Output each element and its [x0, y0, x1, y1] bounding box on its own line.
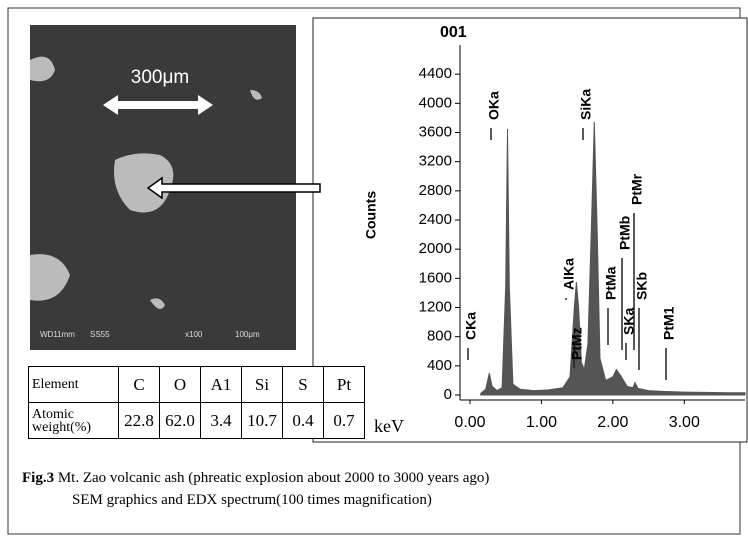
- table-cell: S: [282, 366, 324, 403]
- x-axis-label: keV: [374, 416, 404, 436]
- table-cell: A1: [200, 366, 242, 403]
- y-tick-label: 400: [427, 357, 452, 374]
- peak-label: PtMr: [629, 173, 645, 205]
- sem-footer: SS55: [90, 330, 110, 339]
- table-cell: 0.4: [282, 402, 324, 439]
- x-tick-label: 2.00: [597, 414, 628, 431]
- table-cell: Element: [28, 366, 119, 403]
- table-cell: Pt: [323, 366, 365, 403]
- pointer-arrow: [146, 176, 321, 200]
- peak-label: OKa: [486, 91, 502, 120]
- sem-footer: x100: [185, 330, 203, 339]
- y-tick-label: 0: [444, 386, 452, 403]
- x-tick-label: 0.00: [454, 414, 485, 431]
- table-cell: 3.4: [200, 402, 242, 439]
- chart-title: 001: [440, 24, 467, 41]
- y-tick-label: 1200: [419, 298, 452, 315]
- table-row: Atomic weight(%) 22.8 62.0 3.4 10.7 0.4 0.7: [28, 402, 365, 439]
- sem-footer: 100μm: [235, 330, 260, 339]
- table-cell: O: [159, 366, 201, 403]
- table-cell: 0.7: [323, 402, 365, 439]
- table-row: Element C O A1 Si S Pt: [28, 366, 365, 403]
- y-tick-label: 1600: [419, 269, 452, 286]
- table-cell: 22.8: [118, 402, 160, 439]
- peak-label: PtM1: [661, 306, 677, 340]
- spectrum-area: [480, 121, 746, 396]
- peak-label: SKa: [621, 308, 637, 335]
- x-tick-label: 3.00: [669, 414, 700, 431]
- caption-text: SEM graphics and EDX spectrum(100 times …: [72, 492, 432, 508]
- peak-label: AlKa: [561, 258, 577, 290]
- table-cell: Atomic weight(%): [28, 402, 119, 439]
- table-cell: 62.0: [159, 402, 201, 439]
- y-tick-label: 4000: [419, 94, 452, 111]
- peak-label: SKb: [634, 272, 650, 300]
- table-cell: C: [118, 366, 160, 403]
- peak-label: PtMb: [617, 216, 633, 250]
- element-table: Element C O A1 Si S Pt Atomic weight(%) 22.8 62.0…: [28, 366, 365, 439]
- sem-particles: [30, 56, 262, 309]
- caption-label: Fig.3: [22, 470, 55, 486]
- y-axis-label: Counts: [363, 191, 379, 239]
- caption-text: Mt. Zao volcanic ash (phreatic explosion…: [57, 470, 490, 486]
- y-tick-label: 3200: [419, 153, 452, 170]
- y-tick-label: 800: [427, 328, 452, 345]
- peak-label: PtMa: [603, 266, 619, 300]
- y-tick-label: 2400: [419, 211, 452, 228]
- peak-label: PtMz: [569, 327, 585, 360]
- peak-label: CKa: [463, 312, 479, 340]
- table-cell: 10.7: [241, 402, 283, 439]
- table-cell: Si: [241, 366, 283, 403]
- x-tick-label: 1.00: [526, 414, 557, 431]
- scale-arrow: [103, 95, 213, 115]
- y-tick-label: 3600: [419, 123, 452, 140]
- peak-label: SiKa: [578, 89, 594, 120]
- y-tick-label: 2800: [419, 182, 452, 199]
- scale-label: 300μm: [131, 67, 189, 88]
- sem-footer: WD11mm: [40, 330, 75, 339]
- y-tick-label: 2000: [419, 240, 452, 257]
- caption-line: Fig.3 Mt. Zao volcanic ash (phreatic exp…: [22, 470, 489, 487]
- y-tick-label: 4400: [419, 65, 452, 82]
- spectrum-panel: [312, 17, 748, 443]
